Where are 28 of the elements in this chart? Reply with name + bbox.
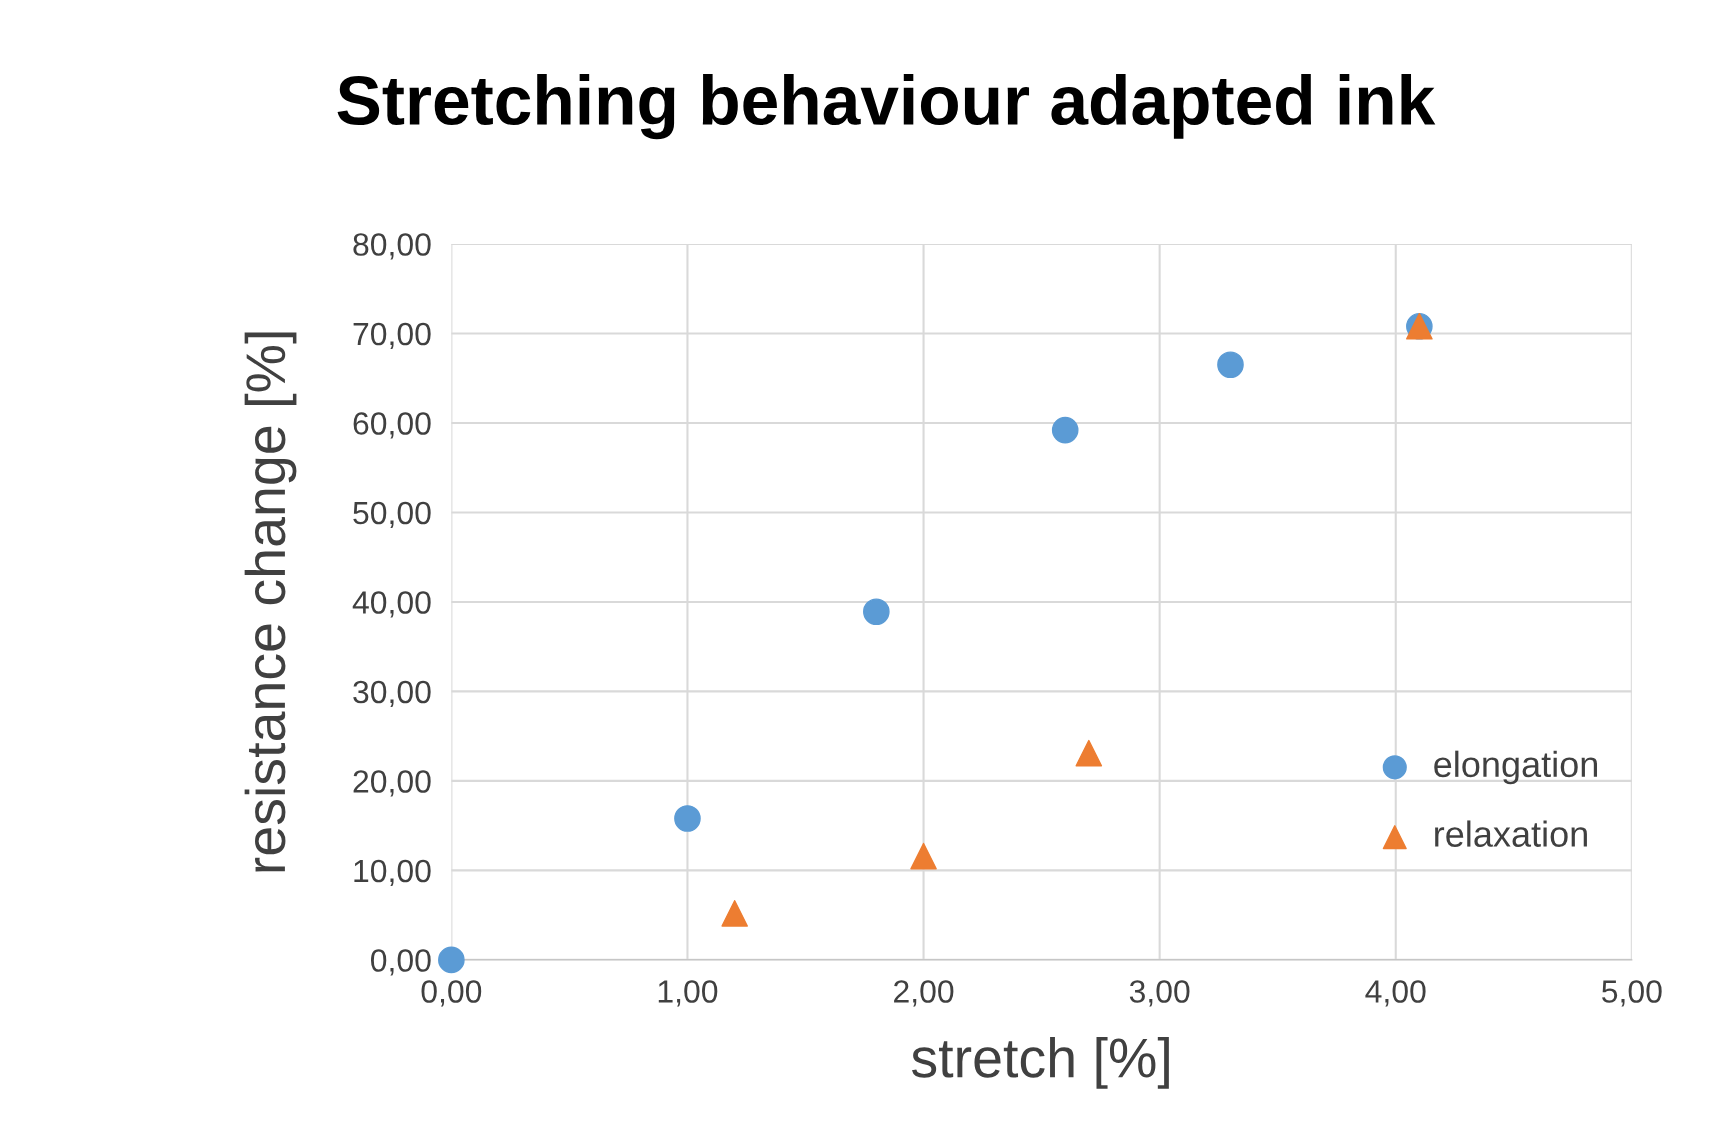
y-tick-label: 70,00 [353,322,431,350]
y-tick-label: 30,00 [353,680,431,708]
point [1217,351,1244,379]
x-axis-title: stretch [%] [911,1036,1169,1089]
x-tick-label: 5,00 [1602,980,1662,1007]
chart-title: Stretching behaviour adapted ink [337,74,1436,140]
point [1051,416,1079,444]
point [863,598,890,626]
y-axis-title: resistance change [%] [244,332,297,872]
legend-label: relaxation [1435,820,1587,847]
point [721,900,748,927]
point [674,805,701,832]
y-tick-label: 60,00 [353,412,431,439]
point [1075,739,1103,767]
y-tick-label: 40,00 [352,591,431,618]
x-tick-label: 2,00 [894,980,954,1007]
y-tick-label: 50,00 [353,501,431,529]
y-tick-label: 0,00 [371,949,431,976]
x-tick-label: 3,00 [1129,980,1190,1007]
legend-label: elongation [1434,750,1598,785]
y-tick-label: 80,00 [353,233,431,260]
x-tick-label: 1,00 [658,980,718,1007]
point [438,946,465,974]
x-tick-label: 4,00 [1365,980,1426,1007]
y-tick-label: 20,00 [353,770,431,797]
x-tick-label: 0,00 [421,980,482,1007]
point [910,842,937,870]
y-tick-label: 10,00 [354,859,431,887]
